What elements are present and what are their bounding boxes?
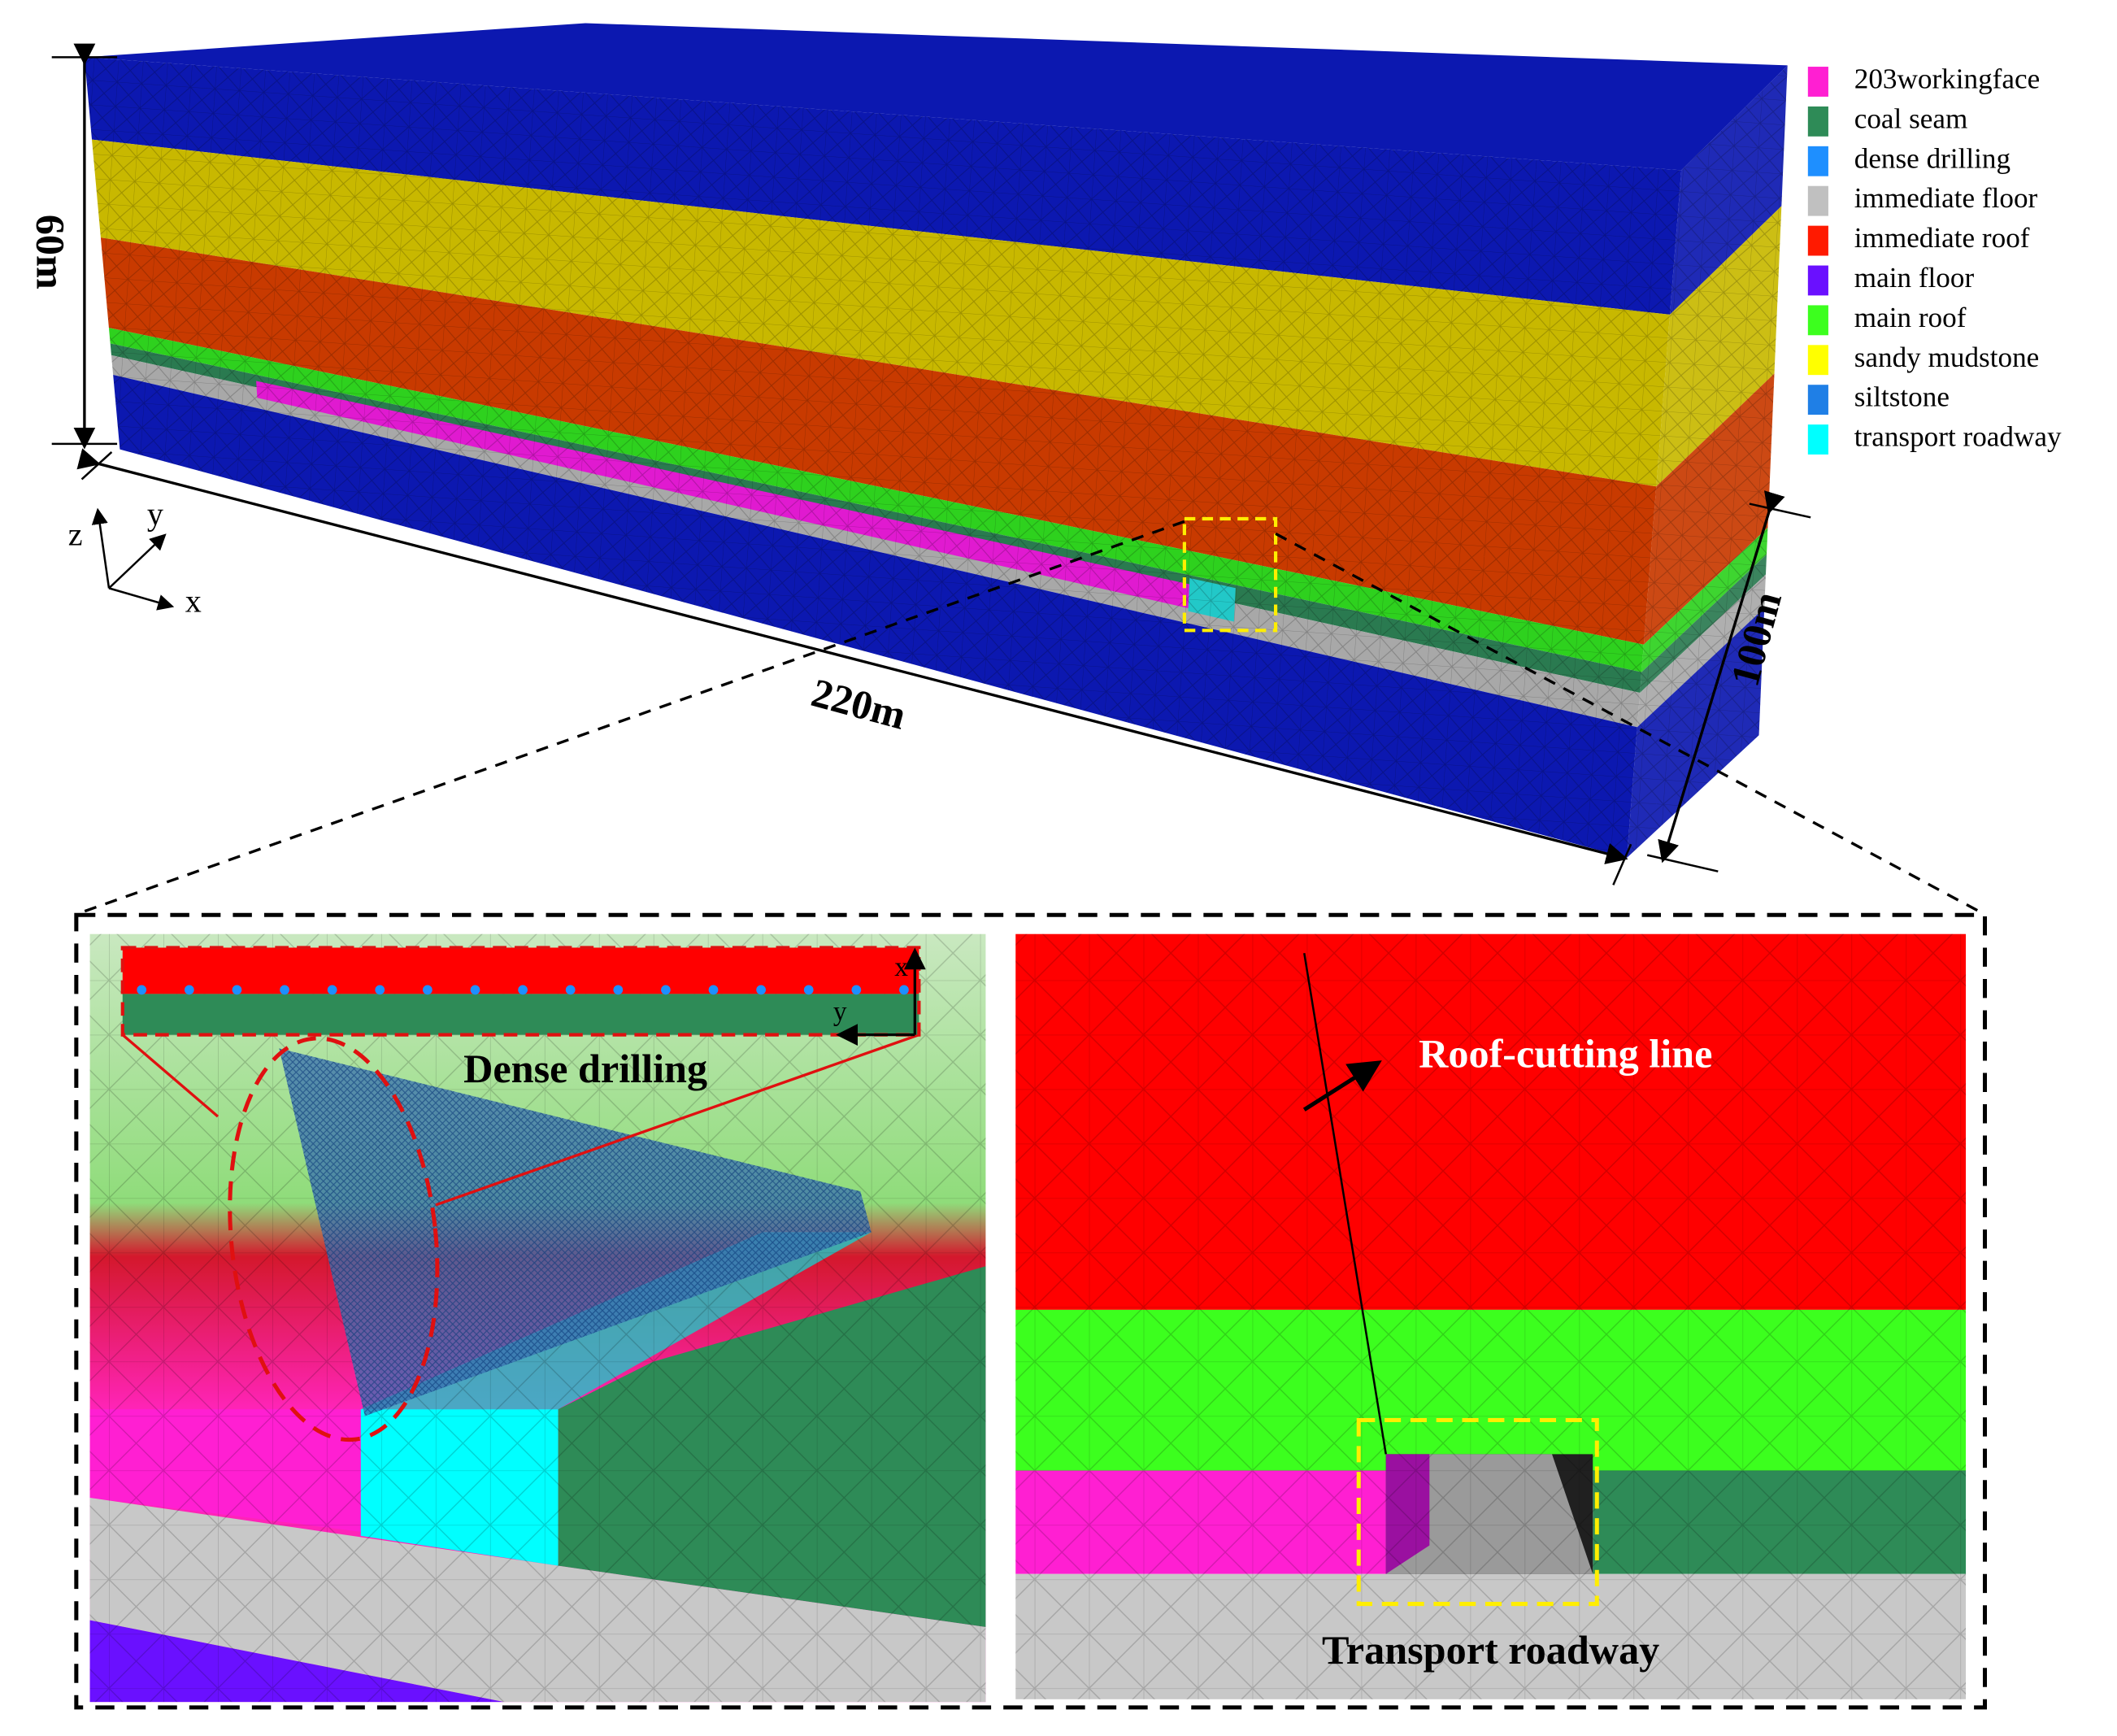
axis-arrow — [108, 587, 175, 611]
legend-swatch — [1807, 225, 1828, 256]
drilling-mesh — [279, 1048, 872, 1416]
extension-line — [80, 451, 113, 481]
drill-hole — [375, 985, 385, 995]
drill-hole — [851, 985, 862, 995]
annotation: Transport roadway — [1322, 1627, 1659, 1673]
drill-hole — [518, 985, 528, 995]
dimension-label: 60m — [28, 215, 73, 289]
extension-line — [1646, 854, 1719, 872]
strip-frame — [120, 946, 921, 1037]
drilling-ellipse — [228, 1036, 440, 1442]
roof-cutting-line — [1303, 952, 1387, 1455]
legend-swatch — [1807, 385, 1828, 416]
callout — [121, 1033, 220, 1118]
callout — [435, 1033, 919, 1207]
legend-swatch — [1807, 265, 1828, 296]
axis-label: x — [894, 952, 908, 982]
legend-swatch — [1807, 424, 1828, 455]
dimension-line — [76, 448, 1628, 864]
drill-hole — [232, 985, 242, 995]
axis-label: y — [833, 997, 847, 1027]
legend-label: immediate floor — [1854, 182, 2038, 214]
drill-hole — [803, 985, 814, 995]
drill-hole — [613, 985, 624, 995]
axis-label: z — [68, 516, 83, 553]
axis-label: x — [185, 583, 202, 620]
mesh — [1015, 933, 1967, 1699]
drill-hole — [423, 985, 433, 995]
drill-hole — [756, 985, 766, 995]
drill-hole — [899, 985, 909, 995]
annotation: Dense drilling — [463, 1046, 707, 1091]
axis-label: y — [147, 496, 163, 533]
legend-swatch — [1807, 345, 1828, 376]
legend-label: transport roadway — [1854, 421, 2062, 453]
axis-arrow — [91, 507, 111, 589]
top-face — [84, 23, 1788, 171]
legend-swatch — [1807, 146, 1828, 176]
strip-coal — [122, 994, 919, 1035]
legend-swatch — [1807, 185, 1828, 216]
front-mesh — [84, 57, 1682, 858]
legend-label: main roof — [1854, 302, 1967, 333]
annotation: Roof-cutting line — [1419, 1031, 1712, 1077]
legend-label: sandy mudstone — [1854, 342, 2040, 373]
inset: x y Dense drilling Roof-cutting line Tra… — [74, 912, 1988, 1710]
legend: 203workingface coal seam dense drilling imm… — [1807, 63, 2062, 455]
highlight-box — [1356, 1418, 1599, 1607]
legend-swatch — [1807, 106, 1828, 137]
legend-label: siltstone — [1854, 381, 1950, 413]
legend-label: coal seam — [1854, 102, 1968, 134]
inset-frame — [74, 912, 1988, 1710]
drill-hole — [661, 985, 671, 995]
drill-hole — [470, 985, 480, 995]
legend-label: immediate roof — [1854, 222, 2030, 254]
dimension-line — [1658, 490, 1785, 864]
axis-arrow — [108, 533, 167, 590]
legend-label: 203workingface — [1854, 63, 2040, 95]
drill-hole — [280, 985, 289, 995]
drill-hole — [565, 985, 576, 995]
drill-hole — [137, 985, 147, 995]
extension-line — [1612, 843, 1632, 885]
dimension-label: 220m — [807, 669, 911, 737]
drill-hole — [708, 985, 719, 995]
arrow — [1302, 1060, 1382, 1112]
drill-hole — [184, 985, 194, 995]
legend-label: main floor — [1854, 262, 1975, 294]
extension-line — [1749, 503, 1811, 519]
legend-label: dense drilling — [1854, 142, 2010, 174]
legend-swatch — [1807, 67, 1828, 97]
drill-hole — [327, 985, 337, 995]
legend-swatch — [1807, 305, 1828, 336]
